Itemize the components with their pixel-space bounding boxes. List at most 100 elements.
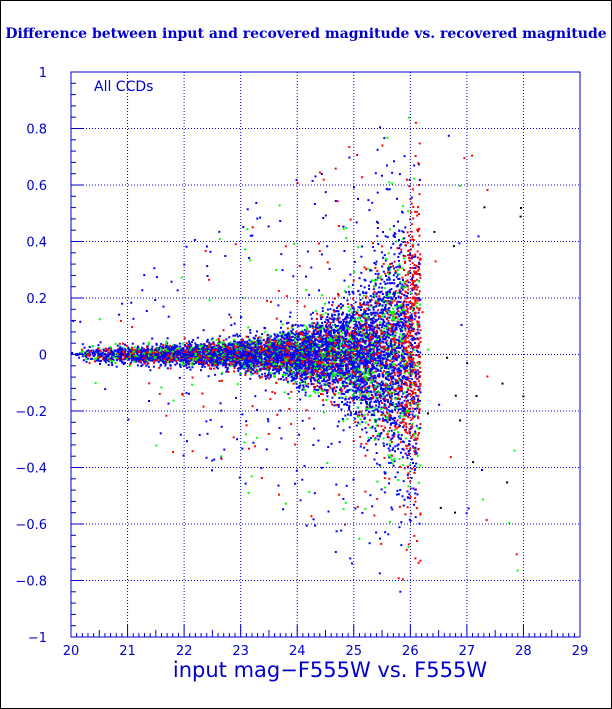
scatter-point	[117, 357, 119, 360]
scatter-point	[408, 259, 411, 262]
scatter-point	[395, 266, 398, 269]
scatter-point	[238, 476, 241, 479]
scatter-point	[413, 312, 416, 315]
scatter-point	[412, 400, 414, 402]
scatter-point	[354, 301, 357, 304]
scatter-point	[412, 392, 415, 395]
scatter-point	[382, 262, 385, 265]
scatter-point	[367, 351, 370, 354]
scatter-point	[314, 336, 317, 339]
scatter-point	[281, 336, 283, 339]
scatter-point	[368, 377, 371, 379]
scatter-point	[373, 249, 376, 252]
scatter-point	[368, 384, 371, 387]
scatter-point	[408, 185, 411, 188]
scatter-point	[298, 385, 301, 388]
scatter-point	[368, 329, 371, 332]
scatter-point	[267, 333, 270, 336]
scatter-point	[343, 290, 346, 292]
scatter-point	[392, 315, 395, 318]
scatter-point	[277, 338, 280, 341]
scatter-point	[295, 469, 298, 472]
scatter-point	[218, 341, 221, 344]
scatter-point	[382, 270, 385, 273]
scatter-point	[388, 307, 391, 309]
scatter-point	[361, 345, 364, 348]
scatter-point	[176, 345, 179, 348]
scatter-point	[371, 505, 374, 508]
scatter-point	[257, 352, 259, 355]
scatter-point	[388, 413, 391, 416]
scatter-point	[275, 317, 278, 320]
scatter-point	[411, 315, 413, 318]
scatter-point	[411, 335, 414, 338]
scatter-point	[385, 348, 388, 351]
scatter-point	[385, 443, 388, 446]
scatter-point	[400, 314, 403, 317]
scatter-point	[407, 340, 410, 343]
scatter-point	[370, 298, 373, 301]
scatter-point	[404, 285, 407, 288]
scatter-point	[279, 220, 282, 222]
scatter-point	[167, 402, 170, 405]
scatter-point	[330, 400, 333, 403]
scatter-point	[322, 411, 325, 414]
scatter-point	[380, 381, 383, 384]
scatter-point	[414, 557, 417, 560]
scatter-point	[366, 267, 369, 270]
scatter-point	[365, 391, 368, 394]
scatter-point	[408, 234, 410, 237]
scatter-point	[280, 326, 282, 329]
scatter-point	[223, 349, 226, 352]
scatter-point	[401, 464, 404, 467]
scatter-point	[405, 391, 408, 393]
scatter-point	[260, 477, 263, 479]
scatter-point	[313, 336, 316, 338]
scatter-point	[410, 477, 413, 479]
scatter-point	[359, 383, 362, 386]
scatter-point	[257, 361, 260, 364]
scatter-point	[296, 375, 299, 378]
scatter-point	[330, 387, 333, 390]
scatter-point	[319, 351, 322, 354]
scatter-point	[188, 351, 191, 354]
scatter-point	[346, 365, 349, 368]
scatter-point	[347, 371, 350, 374]
scatter-point	[402, 285, 405, 288]
scatter-point	[392, 325, 395, 328]
scatter-point	[311, 370, 314, 373]
scatter-point	[383, 137, 386, 140]
scatter-point	[411, 383, 414, 386]
scatter-point	[316, 312, 319, 315]
scatter-point	[390, 400, 392, 403]
scatter-point	[325, 380, 328, 383]
scatter-point	[159, 353, 162, 356]
scatter-point	[347, 310, 350, 313]
scatter-point	[314, 378, 317, 381]
scatter-point	[319, 344, 322, 347]
scatter-point	[394, 270, 397, 272]
scatter-point	[405, 423, 408, 426]
scatter-point	[349, 401, 352, 404]
scatter-point	[346, 299, 349, 302]
scatter-points-layer	[71, 116, 525, 593]
scatter-point	[369, 353, 372, 356]
scatter-point	[281, 375, 284, 378]
scatter-point	[371, 380, 374, 382]
scatter-point	[307, 346, 310, 349]
scatter-point	[380, 311, 383, 314]
scatter-point	[416, 320, 419, 323]
scatter-point	[350, 363, 353, 366]
scatter-point	[269, 376, 272, 378]
scatter-point	[393, 432, 395, 435]
scatter-point	[376, 462, 379, 465]
scatter-point	[392, 464, 395, 467]
scatter-point	[186, 361, 189, 364]
scatter-point	[349, 414, 352, 417]
scatter-point	[337, 378, 340, 381]
scatter-point	[407, 281, 410, 284]
scatter-point	[266, 367, 269, 370]
scatter-point	[359, 349, 362, 352]
scatter-point	[384, 347, 387, 349]
scatter-point	[152, 357, 155, 360]
